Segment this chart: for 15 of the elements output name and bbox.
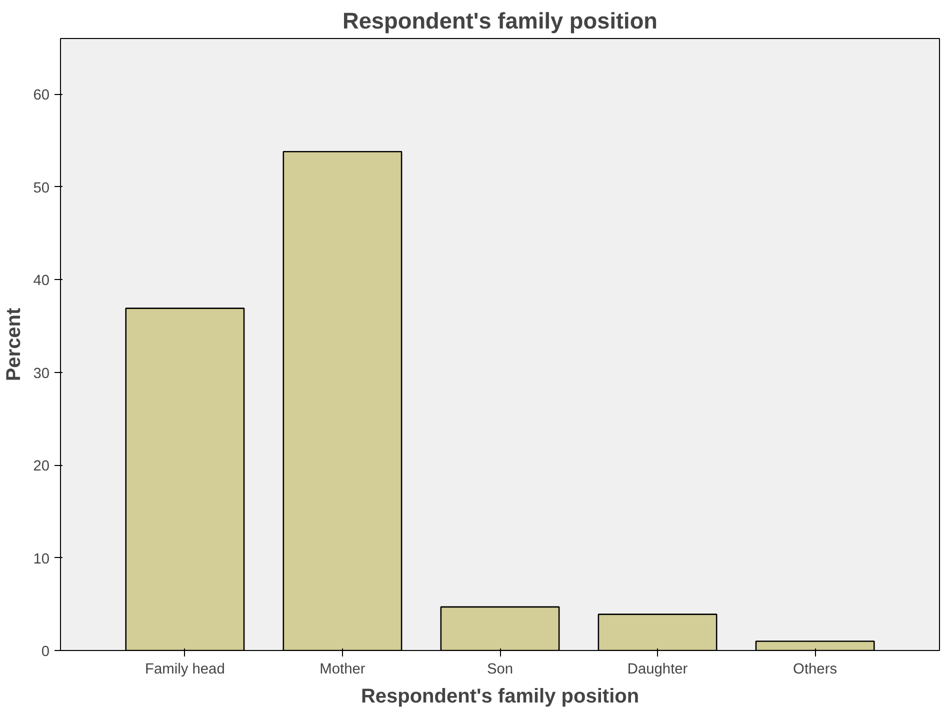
y-tick-label: 40 — [33, 273, 50, 290]
y-tick-label: 20 — [33, 458, 50, 475]
y-tick-label: 10 — [33, 551, 50, 568]
y-axis-title: Percent — [3, 307, 26, 382]
chart-title: Respondent's family position — [342, 8, 658, 34]
x-tick-label: Daughter — [627, 662, 688, 678]
x-tick-label: Family head — [145, 662, 225, 678]
x-tick-label: Mother — [320, 662, 366, 678]
y-tick-label: 0 — [41, 644, 50, 660]
x-tick-label: Son — [486, 662, 514, 678]
y-tick-label: 30 — [33, 366, 50, 382]
y-tick-label: 60 — [33, 88, 50, 104]
x-tick-label: Others — [793, 662, 838, 678]
x-axis-title: Respondent's family position — [360, 686, 640, 708]
y-tick-label: 50 — [33, 180, 50, 196]
